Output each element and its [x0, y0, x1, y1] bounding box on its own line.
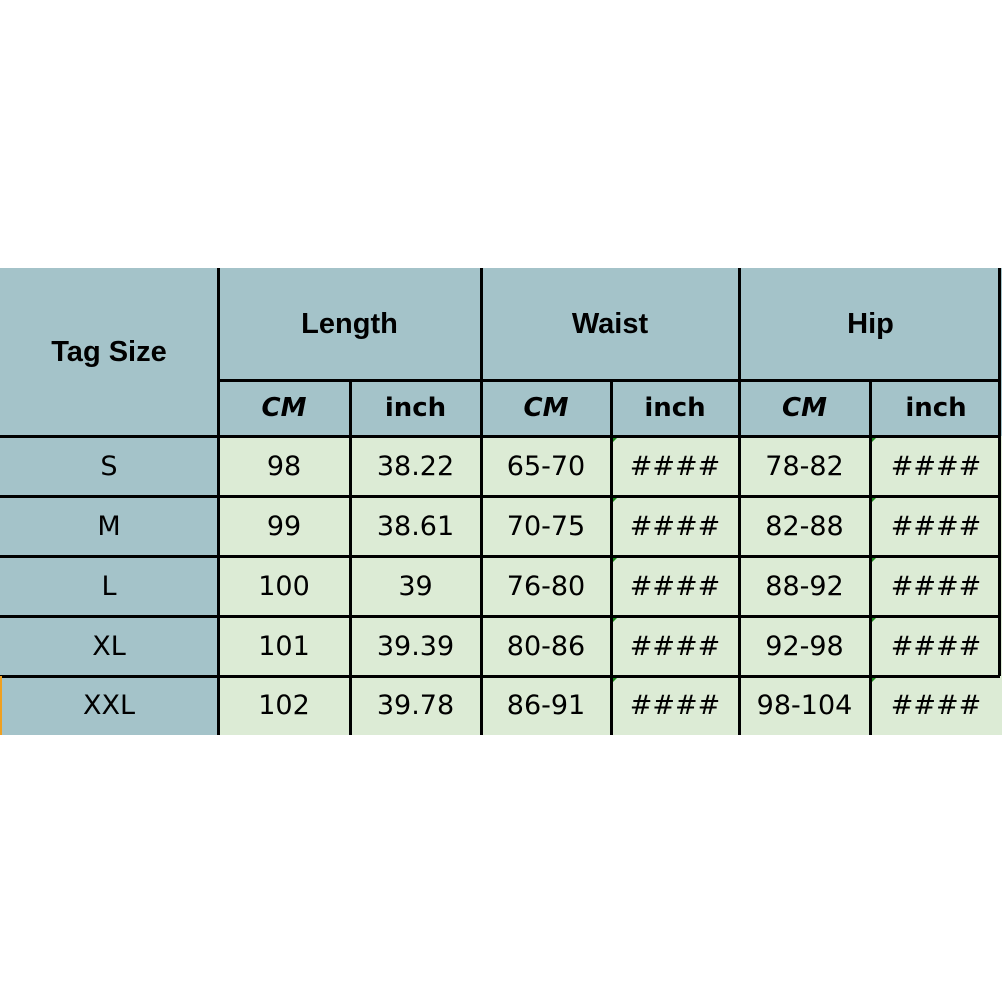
- unit-header: CM: [481, 380, 611, 436]
- table-cell: 39.39: [350, 616, 481, 676]
- table-cell: 102: [218, 676, 350, 735]
- table-cell: ####: [611, 556, 739, 616]
- table-cell: ####: [870, 436, 1002, 496]
- comment-marker-icon: [871, 557, 877, 563]
- grid-line: [218, 379, 1000, 382]
- unit-header: CM: [739, 380, 870, 436]
- table-cell: 88-92: [739, 556, 870, 616]
- size-label: XXL: [0, 676, 218, 735]
- table-cell: ####: [870, 496, 1002, 556]
- table-cell: ####: [870, 616, 1002, 676]
- table-cell: 76-80: [481, 556, 611, 616]
- tag-size-header: Tag Size: [0, 268, 218, 436]
- comment-marker-icon: [612, 497, 618, 503]
- unit-header: inch: [350, 380, 481, 436]
- table-cell: 78-82: [739, 436, 870, 496]
- comment-marker-icon: [612, 677, 618, 683]
- size-label: XL: [0, 616, 218, 676]
- comment-marker-icon: [612, 437, 618, 443]
- unit-header: inch: [870, 380, 1002, 436]
- grid-line: [480, 268, 483, 735]
- table-cell: ####: [611, 496, 739, 556]
- table-cell: ####: [870, 676, 1002, 735]
- comment-marker-icon: [871, 437, 877, 443]
- table-cell: 65-70: [481, 436, 611, 496]
- unit-header: inch: [611, 380, 739, 436]
- table-cell: 39: [350, 556, 481, 616]
- grid-line: [738, 268, 741, 735]
- table-cell: ####: [611, 676, 739, 735]
- table-cell: 38.22: [350, 436, 481, 496]
- grid-line: [998, 268, 1001, 676]
- comment-marker-icon: [871, 677, 877, 683]
- comment-marker-icon: [871, 617, 877, 623]
- table-cell: 82-88: [739, 496, 870, 556]
- table-cell: ####: [870, 556, 1002, 616]
- grid-line: [0, 495, 1000, 498]
- group-header-hip: Hip: [739, 268, 1002, 380]
- table-cell: 99: [218, 496, 350, 556]
- selection-edge: [0, 676, 2, 735]
- comment-marker-icon: [871, 497, 877, 503]
- size-label: M: [0, 496, 218, 556]
- group-header-length: Length: [218, 268, 481, 380]
- grid-line: [0, 675, 1000, 678]
- grid-line: [0, 435, 1000, 438]
- table-cell: 39.78: [350, 676, 481, 735]
- table-cell: 92-98: [739, 616, 870, 676]
- unit-header: CM: [218, 380, 350, 436]
- table-cell: ####: [611, 616, 739, 676]
- table-cell: 70-75: [481, 496, 611, 556]
- table-cell: ####: [611, 436, 739, 496]
- comment-marker-icon: [612, 617, 618, 623]
- table-cell: 80-86: [481, 616, 611, 676]
- table-cell: 98: [218, 436, 350, 496]
- table-cell: 101: [218, 616, 350, 676]
- group-header-waist: Waist: [481, 268, 739, 380]
- grid-line: [0, 615, 1000, 618]
- comment-marker-icon: [612, 557, 618, 563]
- table-cell: 86-91: [481, 676, 611, 735]
- grid-line: [0, 555, 1000, 558]
- grid-line: [217, 268, 220, 735]
- table-cell: 98-104: [739, 676, 870, 735]
- size-label: S: [0, 436, 218, 496]
- size-label: L: [0, 556, 218, 616]
- table-cell: 100: [218, 556, 350, 616]
- table-cell: 38.61: [350, 496, 481, 556]
